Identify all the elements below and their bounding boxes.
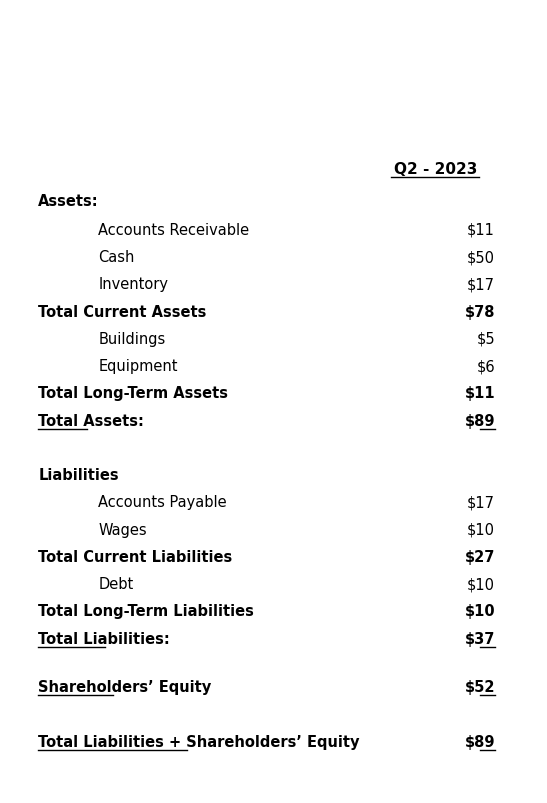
Text: $17: $17	[467, 277, 495, 292]
Text: $78: $78	[464, 304, 495, 319]
Text: $6: $6	[476, 359, 495, 373]
Text: Q2 - 2023: Q2 - 2023	[394, 161, 477, 177]
Text: Total Liabilities + Shareholders’ Equity: Total Liabilities + Shareholders’ Equity	[38, 734, 360, 749]
Text: Total Current Liabilities: Total Current Liabilities	[38, 549, 232, 564]
Text: Assets:: Assets:	[38, 194, 99, 209]
Text: $10: $10	[467, 577, 495, 591]
Text: $17: $17	[467, 495, 495, 510]
Text: $52: $52	[464, 679, 495, 695]
Text: $37: $37	[464, 631, 495, 646]
Text: EXAMPLE OF VERTICAL BALANCE SHEET: EXAMPLE OF VERTICAL BALANCE SHEET	[128, 20, 419, 35]
Text: Total Long-Term Liabilities: Total Long-Term Liabilities	[38, 604, 254, 618]
Text: Equipment: Equipment	[98, 359, 178, 373]
Text: $11: $11	[467, 222, 495, 238]
Text: Total Assets:: Total Assets:	[38, 413, 144, 428]
Text: Accounts Payable: Accounts Payable	[98, 495, 227, 510]
Text: Inventory: Inventory	[98, 277, 168, 292]
Text: $89: $89	[464, 734, 495, 749]
Text: LEMONADE STAND – JUNE 30, 2023: LEMONADE STAND – JUNE 30, 2023	[144, 55, 403, 70]
Text: $50: $50	[467, 250, 495, 265]
Text: Total Liabilities:: Total Liabilities:	[38, 631, 170, 646]
Text: Debt: Debt	[98, 577, 133, 591]
Text: $10: $10	[464, 604, 495, 618]
Text: $5: $5	[476, 332, 495, 346]
Text: Accounts Receivable: Accounts Receivable	[98, 222, 249, 238]
Text: Total Long-Term Assets: Total Long-Term Assets	[38, 385, 228, 401]
Text: $11: $11	[464, 385, 495, 401]
Text: Total Current Assets: Total Current Assets	[38, 304, 207, 319]
Text: $89: $89	[464, 413, 495, 428]
Text: Liabilities: Liabilities	[38, 467, 119, 483]
Text: $10: $10	[467, 522, 495, 537]
Text: Cash: Cash	[98, 250, 135, 265]
Text: $27: $27	[464, 549, 495, 564]
Text: Wages: Wages	[98, 522, 147, 537]
Text: Buildings: Buildings	[98, 332, 166, 346]
Text: Shareholders’ Equity: Shareholders’ Equity	[38, 679, 212, 695]
